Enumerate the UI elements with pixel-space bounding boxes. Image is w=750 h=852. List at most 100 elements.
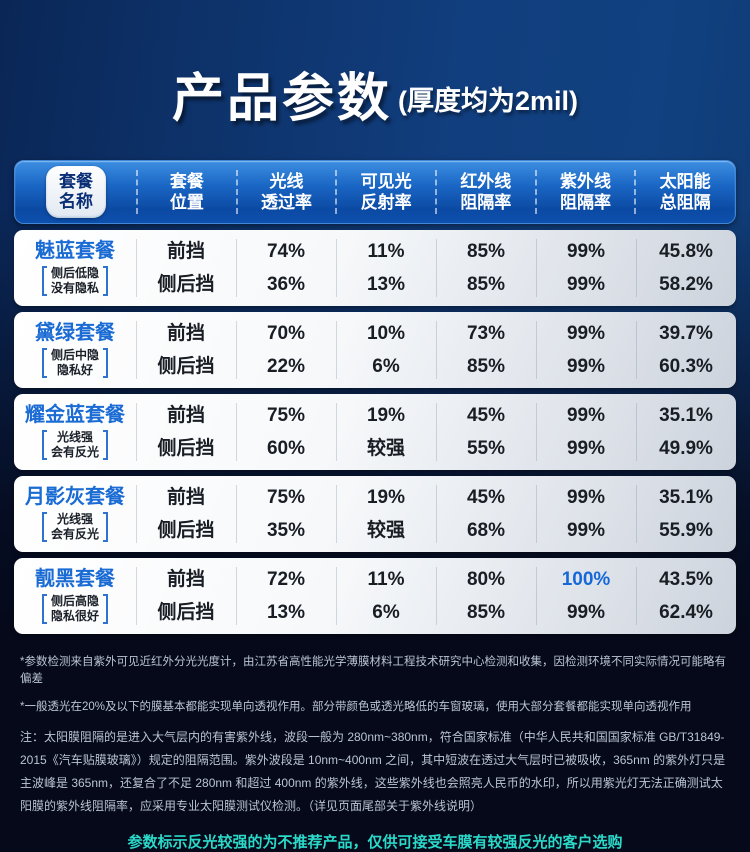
package-name-pill: 套餐 名称	[46, 165, 106, 219]
package-note-line2: 会有反光	[50, 526, 99, 541]
bracket-left-icon	[41, 511, 47, 542]
uv-cell: 99% 99%	[536, 394, 636, 470]
uv-front-value: 99%	[566, 487, 606, 508]
ir-cell: 73% 85%	[436, 312, 536, 388]
reflect-rear-value: 较强	[366, 520, 405, 541]
header-visible-reflectance: 可见光 反射率	[335, 161, 436, 223]
position-cell: 前挡 侧后挡	[136, 558, 236, 634]
vlt-cell: 74% 36%	[236, 230, 336, 306]
position-front: 前挡	[166, 487, 205, 508]
header-package-name: 套餐 名称	[15, 161, 137, 223]
reflect-cell: 10% 6%	[336, 312, 436, 388]
bracket-left-icon	[41, 593, 47, 624]
package-row-yueyinghui: 月影灰套餐 光线强 会有反光 前挡 侧后挡 75% 35% 19% 较强 45%…	[14, 476, 736, 552]
page-title-main: 产品参数	[171, 69, 392, 128]
ir-cell: 45% 68%	[436, 476, 536, 552]
ir-rear-value: 68%	[466, 520, 506, 541]
tser-cell: 45.8% 58.2%	[636, 230, 736, 306]
bracket-right-icon	[103, 265, 108, 296]
tser-cell: 35.1% 49.9%	[636, 394, 736, 470]
position-front: 前挡	[166, 405, 205, 426]
position-rear: 侧后挡	[157, 602, 215, 623]
tser-rear-value: 55.9%	[659, 520, 713, 541]
vlt-front-value: 72%	[266, 569, 306, 590]
ir-rear-value: 55%	[466, 438, 506, 459]
footnote-detection: *参数检测来自紫外可见近红外分光光度计，由江苏省高性能光学薄膜材料工程技术研究中…	[20, 656, 726, 686]
package-note-line1: 光线强	[56, 511, 93, 526]
bracket-left-icon	[41, 265, 47, 296]
uv-front-value: 99%	[566, 323, 606, 344]
vlt-front-value: 75%	[266, 487, 306, 508]
position-front: 前挡	[166, 323, 205, 344]
package-note-text: 光线强 会有反光	[49, 430, 101, 460]
tser-cell: 35.1% 55.9%	[636, 476, 736, 552]
uv-front-value: 99%	[566, 405, 606, 426]
ir-rear-value: 85%	[466, 356, 506, 377]
package-note-text: 侧后中隐 隐私好	[49, 348, 101, 378]
package-name-cell: 魅蓝套餐 侧后低隐 没有隐私	[14, 230, 136, 306]
package-row-dailv: 黛绿套餐 侧后中隐 隐私好 前挡 侧后挡 70% 22% 10% 6% 73% …	[14, 312, 736, 388]
ir-front-value: 73%	[466, 323, 506, 344]
package-note-line2: 隐私很好	[50, 608, 99, 623]
bracket-right-icon	[103, 511, 108, 542]
ir-rear-value: 85%	[466, 602, 506, 623]
tser-rear-value: 58.2%	[659, 274, 713, 295]
vlt-front-value: 74%	[266, 241, 306, 262]
page-title-sub: (厚度均为2mil)	[398, 85, 579, 116]
uv-front-value: 100%	[561, 569, 611, 590]
vlt-cell: 70% 22%	[236, 312, 336, 388]
page-title: 产品参数 (厚度均为2mil)	[0, 0, 750, 160]
uv-cell: 100% 99%	[536, 558, 636, 634]
bracket-left-icon	[41, 429, 47, 460]
position-cell: 前挡 侧后挡	[136, 312, 236, 388]
position-cell: 前挡 侧后挡	[136, 394, 236, 470]
tser-cell: 39.7% 60.3%	[636, 312, 736, 388]
package-note-line1: 侧后中隐	[50, 347, 99, 362]
reflect-rear-value: 较强	[366, 438, 405, 459]
header-uv-rejection: 紫外线 阻隔率	[534, 161, 636, 223]
uv-cell: 99% 99%	[536, 476, 636, 552]
position-rear: 侧后挡	[157, 438, 215, 459]
bracket-left-icon	[41, 347, 47, 378]
ir-front-value: 45%	[466, 405, 506, 426]
uv-rear-value: 99%	[566, 520, 606, 541]
package-name-cell: 耀金蓝套餐 光线强 会有反光	[14, 394, 136, 470]
header-infrared-rejection: 红外线 阻隔率	[434, 161, 536, 223]
package-note: 侧后低隐 没有隐私	[41, 265, 108, 296]
tser-front-value: 45.8%	[659, 241, 713, 262]
package-note: 侧后中隐 隐私好	[41, 347, 108, 378]
ir-rear-value: 85%	[466, 274, 506, 295]
reflect-front-value: 11%	[367, 241, 405, 262]
footnote-one-way-view: *一般透光在20%及以下的膜基本都能实现单向透视作用。部分带颜色或透光略低的车窗…	[20, 700, 692, 713]
vlt-front-value: 75%	[266, 405, 306, 426]
vlt-rear-value: 35%	[266, 520, 306, 541]
reflect-cell: 11% 13%	[336, 230, 436, 306]
package-row-yaojinlan: 耀金蓝套餐 光线强 会有反光 前挡 侧后挡 75% 60% 19% 较强 45%…	[14, 394, 736, 470]
package-row-lianghei: 靓黑套餐 侧后高隐 隐私很好 前挡 侧后挡 72% 13% 11% 6% 80%…	[14, 558, 736, 634]
ir-front-value: 85%	[466, 241, 506, 262]
package-note-text: 侧后高隐 隐私很好	[49, 594, 101, 624]
ir-front-value: 45%	[466, 487, 506, 508]
package-name-cell: 黛绿套餐 侧后中隐 隐私好	[14, 312, 136, 388]
package-note-line2: 没有隐私	[50, 280, 99, 295]
uv-rear-value: 99%	[566, 602, 606, 623]
parameter-table: 套餐 名称 套餐 位置 光线 透过率 可见光 反射率 红外线 阻隔率 紫外线 阻…	[14, 160, 736, 634]
position-rear: 侧后挡	[157, 356, 215, 377]
uv-rear-value: 99%	[566, 274, 606, 295]
package-note-line1: 侧后高隐	[50, 593, 99, 608]
uv-rear-value: 99%	[566, 356, 606, 377]
position-rear: 侧后挡	[157, 520, 215, 541]
footnotes: *参数检测来自紫外可见近红外分光光度计，由江苏省高性能光学薄膜材料工程技术研究中…	[20, 654, 730, 716]
bracket-right-icon	[103, 347, 108, 378]
bracket-right-icon	[103, 593, 108, 624]
ir-cell: 85% 85%	[436, 230, 536, 306]
package-note: 光线强 会有反光	[41, 429, 108, 460]
reflect-cell: 11% 6%	[336, 558, 436, 634]
vlt-cell: 72% 13%	[236, 558, 336, 634]
package-name-cell: 靓黑套餐 侧后高隐 隐私很好	[14, 558, 136, 634]
bracket-right-icon	[103, 429, 108, 460]
position-front: 前挡	[166, 241, 205, 262]
position-cell: 前挡 侧后挡	[136, 476, 236, 552]
reflection-warning: 参数标示反光较强的为不推荐产品，仅供可接受车膜有较强反光的客户选购	[127, 833, 623, 851]
tser-cell: 43.5% 62.4%	[636, 558, 736, 634]
